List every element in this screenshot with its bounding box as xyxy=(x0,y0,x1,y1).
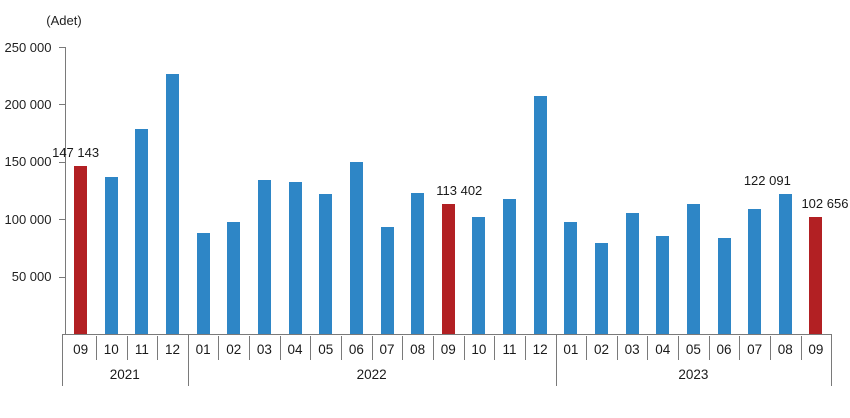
y-axis-line xyxy=(65,47,66,335)
month-tick-label: 06 xyxy=(348,342,364,357)
bar-2023-01 xyxy=(564,222,578,335)
data-label-2023-09: 102 656 xyxy=(801,195,849,211)
month-tick-label: 09 xyxy=(73,342,89,357)
month-tick-label: 12 xyxy=(164,342,181,357)
bar-2022-04 xyxy=(288,181,302,335)
month-tick-label: 03 xyxy=(624,342,640,357)
month-tick-label: 09 xyxy=(808,342,824,357)
month-separator xyxy=(126,336,128,360)
month-separator xyxy=(616,336,618,360)
month-tick-label: 11 xyxy=(502,342,517,357)
month-tick-label: 10 xyxy=(471,342,487,357)
year-bracket xyxy=(187,334,189,386)
data-label-2022-09: 113 402 xyxy=(436,183,483,199)
x-axis-line xyxy=(61,334,832,335)
year-bracket xyxy=(555,334,557,386)
y-tick-mark xyxy=(58,219,66,221)
month-tick-label: 04 xyxy=(287,342,303,357)
month-separator xyxy=(678,336,680,360)
month-separator xyxy=(371,336,373,360)
month-separator xyxy=(586,336,588,360)
bar-2022-06 xyxy=(349,161,363,335)
y-tick-mark xyxy=(58,47,66,48)
bar-2022-02 xyxy=(227,222,241,335)
bar-2023-09 xyxy=(809,216,823,335)
month-separator xyxy=(432,336,434,360)
month-tick-label: 02 xyxy=(593,342,609,357)
bar-2021-11 xyxy=(135,129,149,335)
month-tick-label: 07 xyxy=(379,342,395,357)
bar-2022-11 xyxy=(503,199,517,335)
month-tick-label: 12 xyxy=(532,342,548,357)
bar-2022-01 xyxy=(196,233,210,335)
month-tick-label: 10 xyxy=(103,342,119,357)
bar-2021-09 xyxy=(74,165,88,335)
month-separator xyxy=(463,336,465,360)
month-separator xyxy=(770,336,771,360)
y-tick-label: 100 000 xyxy=(4,211,52,227)
bar-2023-02 xyxy=(594,242,608,335)
bar-2021-10 xyxy=(104,176,118,335)
month-separator xyxy=(218,336,220,360)
month-tick-label: 07 xyxy=(747,342,763,357)
bar-2022-08 xyxy=(411,192,425,335)
bar-2023-03 xyxy=(625,213,639,335)
y-tick-label: 150 000 xyxy=(4,154,52,170)
y-tick-mark xyxy=(58,161,66,163)
year-label-2021: 2021 xyxy=(109,367,140,382)
bar-2023-07 xyxy=(748,208,762,335)
bar-2022-07 xyxy=(380,226,394,335)
bar-2023-05 xyxy=(686,204,700,335)
month-separator xyxy=(800,336,802,360)
month-separator xyxy=(524,336,526,360)
bar-2021-12 xyxy=(166,74,180,335)
month-separator xyxy=(494,336,496,360)
month-separator xyxy=(647,336,649,360)
year-label-2022: 2022 xyxy=(356,367,387,382)
month-tick-label: 11 xyxy=(134,342,149,357)
month-tick-label: 02 xyxy=(226,342,242,357)
month-separator xyxy=(95,336,97,360)
bar-2022-05 xyxy=(319,193,333,335)
y-axis-unit-label: (Adet) xyxy=(46,13,82,28)
bar-2022-09 xyxy=(441,204,455,335)
month-separator xyxy=(157,336,159,360)
month-separator xyxy=(249,336,251,360)
month-separator xyxy=(310,336,312,360)
month-tick-label: 05 xyxy=(318,342,334,357)
month-tick-label: 06 xyxy=(716,342,732,357)
month-tick-label: 01 xyxy=(195,342,211,357)
month-tick-label: 03 xyxy=(256,342,272,357)
month-separator xyxy=(279,336,281,360)
y-tick-mark xyxy=(58,104,66,106)
bar-2023-04 xyxy=(656,236,670,335)
month-tick-label: 05 xyxy=(685,342,701,357)
month-tick-label: 04 xyxy=(655,342,671,357)
y-tick-label: 200 000 xyxy=(4,96,52,112)
month-tick-label: 09 xyxy=(440,342,456,357)
y-tick-label: 50 000 xyxy=(11,269,52,285)
data-label-2023-08: 122 091 xyxy=(743,173,791,189)
month-separator xyxy=(708,336,710,360)
month-separator xyxy=(739,336,741,360)
year-label-2023: 2023 xyxy=(678,367,709,382)
month-tick-label: 08 xyxy=(777,342,793,357)
month-separator xyxy=(402,336,404,360)
year-bracket xyxy=(61,334,63,386)
year-bracket xyxy=(831,334,833,386)
month-tick-label: 08 xyxy=(410,342,426,357)
bar-2022-12 xyxy=(533,95,547,335)
data-label-2021-09: 147 143 xyxy=(52,144,100,160)
month-tick-label: 01 xyxy=(563,342,579,357)
y-tick-mark xyxy=(58,276,66,278)
bar-2022-10 xyxy=(472,216,486,335)
y-tick-label: 250 000 xyxy=(4,39,52,55)
bar-2023-08 xyxy=(778,194,792,335)
bar-2023-06 xyxy=(717,238,731,335)
month-separator xyxy=(341,336,343,360)
bar-2022-03 xyxy=(257,180,271,335)
